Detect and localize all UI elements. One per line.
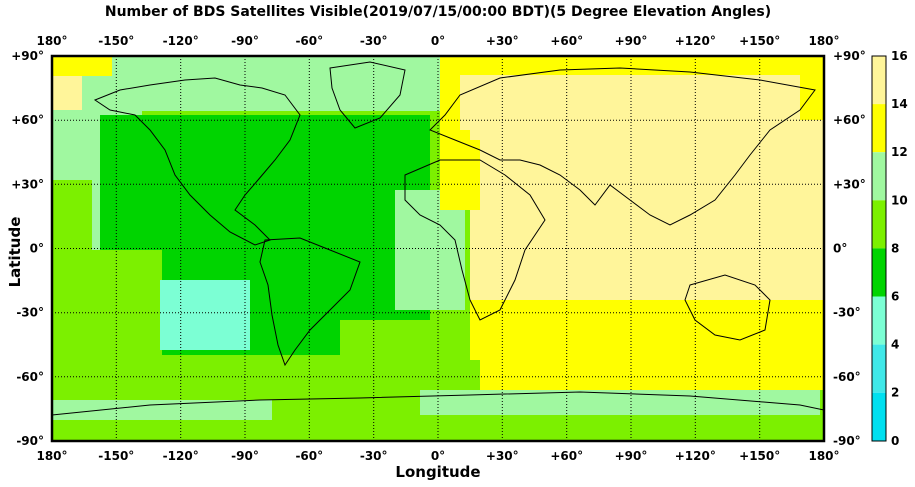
tick-label: +90° (11, 49, 44, 63)
tick-label: -30° (833, 306, 861, 320)
colorbar-tick: 4 (891, 338, 899, 352)
right-latitude-ticks: +90° +60° +30° 0° -30° -60° -90° (833, 49, 866, 448)
tick-label: -90° (231, 34, 259, 48)
colorbar-border (871, 55, 887, 442)
tick-label: +150° (739, 449, 780, 463)
colorbar-segment (872, 296, 886, 345)
tick-label: 0° (431, 34, 445, 48)
gridlines (52, 56, 824, 441)
tick-label: +30° (486, 449, 519, 463)
tick-label: 180° (36, 34, 67, 48)
tick-label: +30° (11, 177, 44, 191)
tick-label: +30° (486, 34, 519, 48)
tick-label: -60° (16, 370, 44, 384)
tick-label: +60° (833, 113, 866, 127)
tick-label: -30° (360, 449, 388, 463)
colorbar-ticks: 16 14 12 10 8 6 4 2 0 (891, 49, 908, 448)
tick-label: 180° (808, 34, 839, 48)
plot-border (50, 54, 826, 443)
tick-label: 180° (36, 449, 67, 463)
tick-label: -150° (98, 34, 134, 48)
tick-label: -30° (16, 306, 44, 320)
tick-label: -90° (231, 449, 259, 463)
x-axis-label: Longitude (395, 463, 480, 481)
colorbar-segment (872, 104, 886, 153)
colorbar-tick: 12 (891, 145, 908, 159)
tick-label: +60° (550, 449, 583, 463)
tick-label: -90° (833, 434, 861, 448)
colorbar-tick: 2 (891, 386, 899, 400)
tick-label: 0° (833, 242, 847, 256)
tick-label: +60° (550, 34, 583, 48)
tick-label: -60° (833, 370, 861, 384)
left-latitude-ticks: +90° +60° +30° 0° -30° -60° -90° (11, 49, 44, 448)
colorbar-segment (872, 152, 886, 201)
tick-label: 180° (808, 449, 839, 463)
colorbar-segment (872, 248, 886, 297)
colorbar-tick: 8 (891, 241, 899, 255)
tick-label: -150° (98, 449, 134, 463)
tick-label: -120° (163, 34, 199, 48)
tick-label: -30° (360, 34, 388, 48)
tick-label: -60° (295, 449, 323, 463)
tick-label: +120° (675, 34, 716, 48)
colorbar (871, 55, 887, 442)
tick-label: 0° (431, 449, 445, 463)
colorbar-segment (872, 56, 886, 105)
tick-label: +150° (739, 34, 780, 48)
colorbar-segment (872, 392, 886, 441)
y-axis-label: Latitude (6, 217, 24, 288)
map-title: Number of BDS Satellites Visible(2019/07… (104, 4, 772, 20)
tick-label: -60° (295, 34, 323, 48)
tick-label: -120° (163, 449, 199, 463)
colorbar-tick: 0 (891, 434, 899, 448)
tick-label: +60° (11, 113, 44, 127)
tick-label: +120° (675, 449, 716, 463)
tick-label: -90° (16, 434, 44, 448)
tick-label: 0° (30, 242, 44, 256)
coastlines (52, 61, 824, 416)
tick-label: +30° (833, 177, 866, 191)
colorbar-tick: 16 (891, 49, 908, 63)
colorbar-segment (872, 200, 886, 249)
tick-label: +90° (833, 49, 866, 63)
top-longitude-ticks: 180° -150° -120° -90° -60° -30° 0° +30° … (36, 34, 839, 48)
tick-label: +90° (615, 449, 648, 463)
tick-label: +90° (615, 34, 648, 48)
colorbar-tick: 14 (891, 97, 908, 111)
colorbar-tick: 10 (891, 193, 908, 207)
colorbar-segment (872, 344, 886, 393)
colorbar-tick: 6 (891, 290, 899, 304)
bottom-longitude-ticks: 180° -150° -120° -90° -60° -30° 0° +30° … (36, 449, 839, 463)
